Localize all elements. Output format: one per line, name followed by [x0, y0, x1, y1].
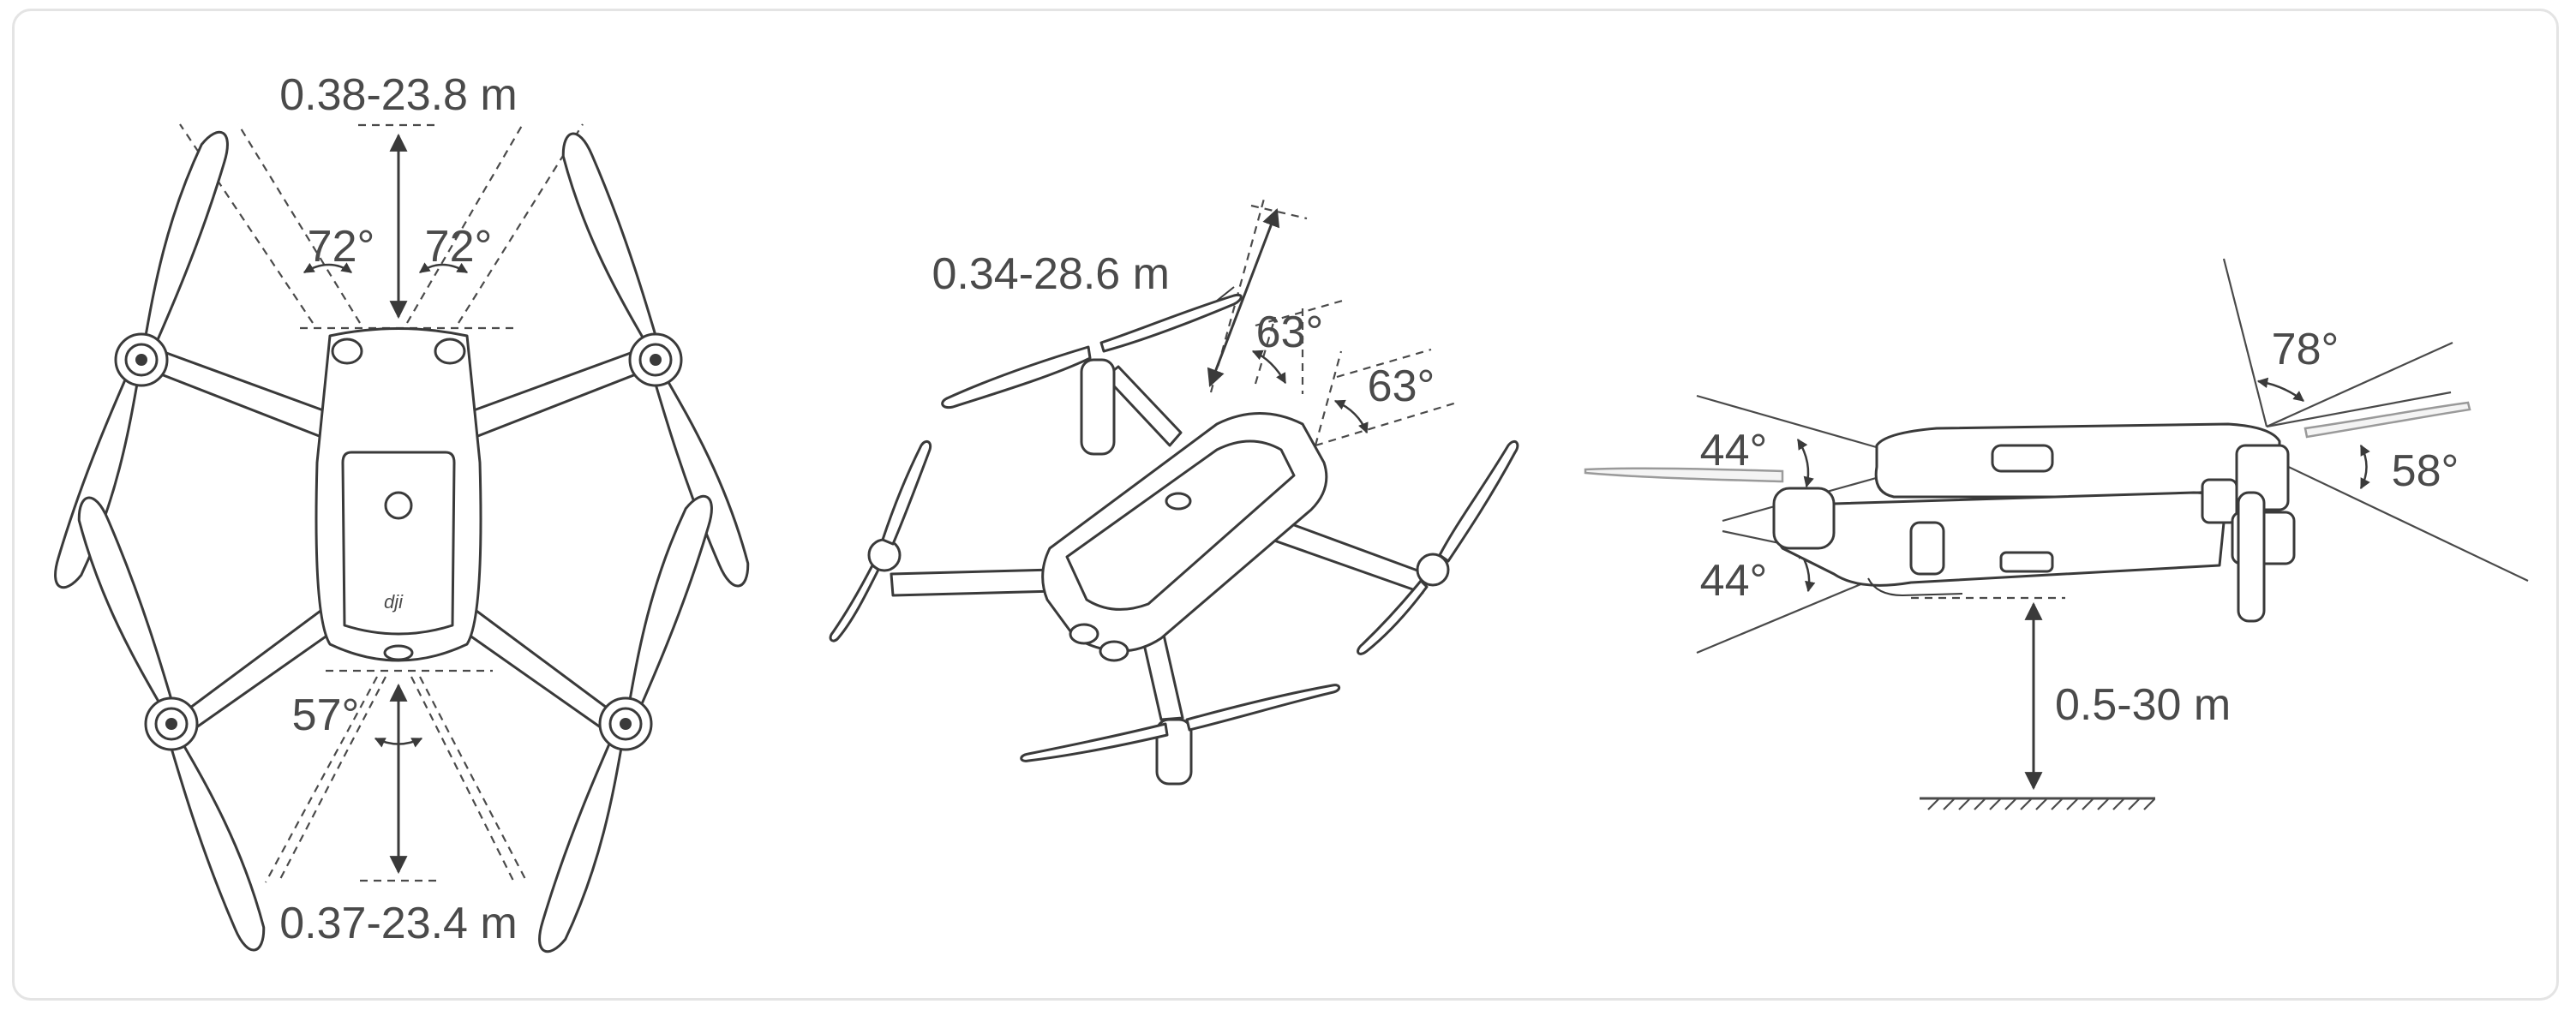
p-angle-a-label: 63° — [1256, 308, 1324, 357]
status-led — [384, 491, 413, 520]
front-range-label: 0.38-23.8 m — [279, 70, 518, 120]
rear-sensor — [383, 644, 414, 661]
front-sensor-left — [331, 338, 363, 365]
p-prop-rl-b — [1099, 293, 1243, 353]
ground-hatch — [1920, 797, 2155, 810]
p-battery-cover — [1065, 439, 1296, 611]
p-arm-rear-left — [1104, 365, 1183, 447]
propeller-front-right — [553, 128, 758, 592]
top-view-drone: dji 0.38-23.8 m 72° 72° 57° 0.37-2 — [45, 70, 758, 959]
p-prop-r-a — [1438, 440, 1519, 563]
battery-cover — [341, 451, 456, 636]
side-up-line — [2222, 258, 2268, 427]
p-prop-l-b — [829, 564, 880, 642]
arm-front-left — [140, 345, 327, 439]
s-angle-upper-right-label: 78° — [2272, 325, 2339, 374]
p-motor-right — [1416, 553, 1450, 587]
propeller-front-left — [45, 125, 237, 595]
angle-arc-a — [1251, 350, 1287, 385]
s-angle-upper-left-label: 44° — [1700, 426, 1768, 475]
s-upper-body — [1874, 422, 2281, 499]
s-camera-bracket — [2237, 491, 2266, 623]
p-status-led — [1165, 492, 1192, 511]
p-prop-rl-a — [941, 345, 1092, 409]
front-right-angle-label: 72° — [425, 222, 493, 272]
s-prop-right — [2303, 401, 2471, 439]
s-angle-lower-left-label: 44° — [1700, 556, 1768, 606]
front-left-angle-label: 72° — [308, 222, 375, 272]
p-prop-f-a — [1020, 722, 1169, 762]
side-lower-left-line — [1696, 572, 1886, 654]
brand-mark: dji — [384, 591, 404, 613]
front-sensing-cone — [179, 123, 584, 330]
side-upper-left-line — [1696, 394, 1886, 451]
p-prop-l-a — [881, 439, 932, 546]
propeller-rear-left — [69, 492, 274, 956]
rear-range-label: 0.37-23.4 m — [279, 899, 518, 948]
rear-angle-label: 57° — [292, 690, 360, 740]
side-right-line — [2279, 462, 2529, 582]
rear-angle-arc — [374, 737, 423, 748]
angle-arc-b — [1333, 399, 1369, 434]
rear-sensing-cone — [265, 669, 528, 883]
s-top-sensor — [1991, 444, 2054, 473]
s-range-down-label: 0.5-30 m — [2055, 680, 2231, 730]
s-rear-motor — [1772, 487, 1836, 550]
front-right-angle-arc — [418, 262, 469, 274]
propeller-rear-right — [530, 489, 722, 959]
upward-range-arrow — [1207, 208, 1280, 387]
p-prop-r-b — [1357, 579, 1429, 655]
arm-front-right — [470, 345, 657, 439]
s-angle-right-label: 58° — [2392, 446, 2459, 496]
s-lower-body — [1773, 491, 2226, 587]
s-bottom-sensor — [1999, 551, 2054, 573]
p-angle-b-label: 63° — [1368, 362, 1435, 411]
p-prop-f-b — [1185, 684, 1341, 732]
side-view-drone: 44° 44° 78° 58° 0.5-30 m — [1584, 258, 2529, 810]
front-left-angle-arc — [303, 262, 353, 274]
p-range-label: 0.34-28.6 m — [932, 249, 1171, 299]
s-prop-left — [1584, 467, 1784, 483]
front-sensor-right — [434, 338, 466, 365]
p-arm-front-left — [890, 568, 1057, 597]
p-motor-rear-left — [1080, 358, 1116, 456]
perspective-view-drone: 0.34-28.6 m 63° 63° — [829, 198, 1519, 786]
